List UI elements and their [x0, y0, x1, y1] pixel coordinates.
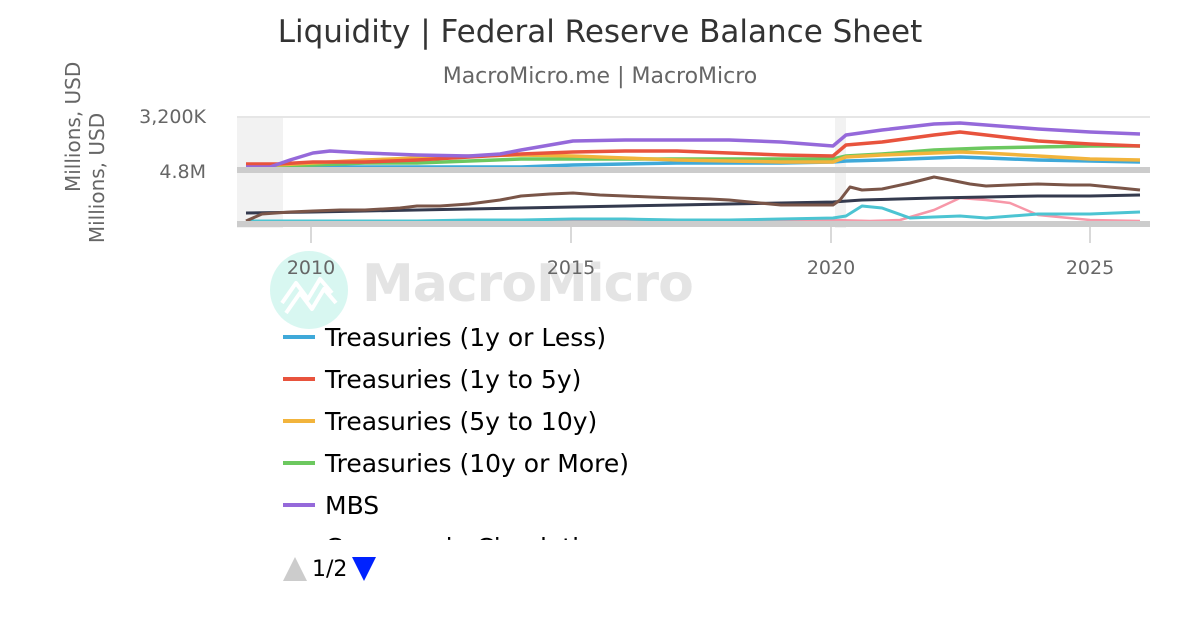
- xtick-label-2010: 2010: [286, 257, 336, 279]
- bottom-panel-ytick: 4.8M: [159, 161, 206, 183]
- legend-label: Treasuries (1y or Less): [325, 322, 607, 352]
- legend-item-currency-in-circulation[interactable]: Currency in Circulation: [283, 526, 883, 541]
- legend-item-treasuries-5y-to-10y[interactable]: Treasuries (5y to 10y): [283, 400, 883, 442]
- legend-label: Treasuries (10y or More): [325, 448, 630, 478]
- legend-swatch-icon: [283, 419, 315, 423]
- watermark: MacroMicro: [270, 250, 694, 330]
- legend-swatch-icon: [283, 503, 315, 507]
- legend-item-mbs[interactable]: MBS: [283, 484, 883, 526]
- legend-item-treasuries-1y-to-5y[interactable]: Treasuries (1y to 5y): [283, 358, 883, 400]
- xtick-label-2015: 2015: [546, 257, 596, 279]
- legend-swatch-icon: [283, 461, 315, 465]
- legend-item-treasuries-1y-or-less[interactable]: Treasuries (1y or Less): [283, 316, 883, 358]
- xtick-label-2025: 2025: [1065, 257, 1115, 279]
- watermark-logo-icon: [270, 251, 348, 329]
- legend-swatch-icon: [283, 335, 315, 339]
- legend-swatch-icon: [283, 377, 315, 381]
- chart-plot-area[interactable]: [0, 0, 1200, 260]
- top-panel-baseline-band: [237, 167, 1150, 173]
- bottom-panel-baseline-band: [237, 221, 1150, 227]
- top-panel-series: [246, 121, 1141, 169]
- pager-page-indicator: 1/2: [312, 556, 348, 582]
- legend-label: Treasuries (5y to 10y): [325, 406, 598, 436]
- legend-item-treasuries-10y-or-more[interactable]: Treasuries (10y or More): [283, 442, 883, 484]
- legend-label: MBS: [325, 490, 380, 520]
- pager-up-arrow-icon[interactable]: [283, 557, 307, 581]
- top-panel-ytick: 3,200K: [139, 106, 206, 128]
- legend-pager: 1/2: [283, 553, 377, 585]
- chart-title: Liquidity | Federal Reserve Balance Shee…: [277, 14, 923, 50]
- legend-label: Currency in Circulation: [325, 533, 610, 541]
- bottom-panel-series: [245, 175, 1141, 223]
- chart-subtitle: MacroMicro.me | MacroMicro: [442, 64, 758, 89]
- watermark-text: MacroMicro: [362, 254, 694, 314]
- legend-label: Treasuries (1y to 5y): [325, 364, 582, 394]
- pager-down-arrow-icon[interactable]: [352, 557, 377, 581]
- legend: Treasuries (1y or Less) Treasuries (1y t…: [283, 316, 883, 540]
- xtick-label-2020: 2020: [806, 257, 856, 279]
